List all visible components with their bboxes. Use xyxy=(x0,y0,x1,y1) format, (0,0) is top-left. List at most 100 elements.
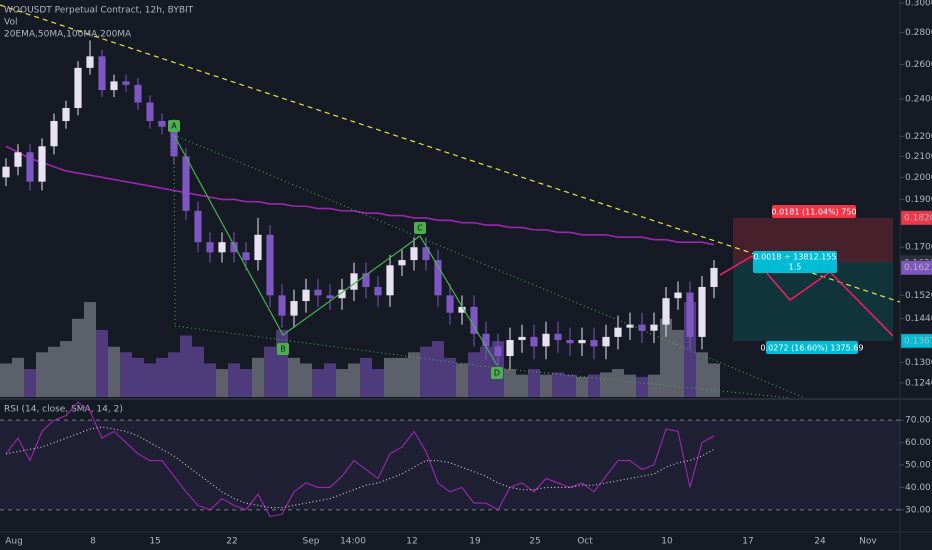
volume-bar xyxy=(636,376,648,397)
candle-body xyxy=(182,156,190,211)
volume-bar xyxy=(672,329,684,397)
volume-bar xyxy=(348,363,360,397)
volume-bar xyxy=(384,357,396,397)
volume-bar xyxy=(144,363,156,397)
volume-bar xyxy=(240,369,252,397)
candle-body xyxy=(350,273,358,290)
volume-bar xyxy=(648,374,660,397)
volume-bar xyxy=(480,346,492,397)
price-label-box xyxy=(900,210,932,226)
price-label-box xyxy=(900,333,932,349)
volume-bar xyxy=(336,369,348,397)
rsi-title: RSI (14, close, SMA, 14, 2) xyxy=(4,405,123,415)
candle-body xyxy=(698,286,706,337)
volume-bar xyxy=(432,341,444,397)
candle-layer xyxy=(2,40,718,370)
volume-bar xyxy=(84,302,96,397)
x-tick-label: Aug xyxy=(5,537,23,547)
candle-body xyxy=(422,247,430,261)
x-tick-label: 17 xyxy=(742,537,753,547)
candle-body xyxy=(374,286,382,296)
volume-bar xyxy=(312,369,324,397)
volume-bar xyxy=(264,346,276,397)
candle-body xyxy=(686,292,694,337)
candle-body xyxy=(98,56,106,91)
candle-body xyxy=(134,84,142,103)
candle-body xyxy=(290,301,298,316)
point-box xyxy=(277,343,289,355)
pattern-path xyxy=(173,134,498,366)
candle-body xyxy=(386,265,394,296)
volume-bar xyxy=(396,357,408,397)
volume-bar xyxy=(108,346,120,397)
volume-bar xyxy=(12,357,24,397)
candle-body xyxy=(338,289,346,299)
volume-bar xyxy=(660,318,672,397)
candle-body xyxy=(314,289,322,296)
volume-bar xyxy=(420,346,432,397)
volume-bar xyxy=(516,374,528,397)
target-zone xyxy=(733,262,893,341)
chart-title: WOOUSDT Perpetual Contract, 12h, BYBIT xyxy=(4,6,194,16)
candle-body xyxy=(398,260,406,266)
candle-body xyxy=(86,56,94,68)
candle-body xyxy=(146,102,154,122)
volume-legend: Vol xyxy=(4,18,17,28)
candle-body xyxy=(74,67,82,109)
candle-body xyxy=(578,340,586,344)
candle-body xyxy=(446,295,454,313)
volume-bar xyxy=(612,369,624,397)
projection-path xyxy=(719,254,894,337)
candle-body xyxy=(614,327,622,337)
point-label: A xyxy=(171,122,177,131)
price-label-box xyxy=(900,260,932,275)
candle-body xyxy=(254,234,262,261)
candle-body xyxy=(590,340,598,347)
candle-body xyxy=(530,336,538,347)
x-tick-label: 14:00 xyxy=(340,537,366,547)
x-tick-label: 12 xyxy=(406,537,417,547)
candle-body xyxy=(638,324,646,331)
rsi-band xyxy=(0,420,900,510)
rsi-line xyxy=(5,426,715,509)
candle-body xyxy=(50,121,58,147)
volume-bar xyxy=(444,357,456,397)
volume-bar xyxy=(228,363,240,397)
x-tick-label: 10 xyxy=(661,537,673,547)
candle-body xyxy=(278,295,286,316)
candle-body xyxy=(602,336,610,347)
candle-body xyxy=(62,108,70,122)
volume-bar xyxy=(204,363,216,397)
candle-body xyxy=(122,81,130,85)
volume-bar xyxy=(300,363,312,397)
volume-bar xyxy=(120,352,132,397)
candle-body xyxy=(662,298,670,325)
candle-body xyxy=(230,242,238,253)
candle-body xyxy=(554,333,562,341)
volume-bar xyxy=(504,369,516,397)
candle-body xyxy=(362,273,370,287)
candle-body xyxy=(626,324,634,328)
x-tick-label: 25 xyxy=(529,537,540,547)
volume-bar xyxy=(588,374,600,397)
candle-body xyxy=(2,166,10,178)
x-tick-label: 19 xyxy=(469,537,481,547)
point-box xyxy=(491,367,503,379)
volume-bar xyxy=(24,369,36,397)
point-label: C xyxy=(417,224,423,233)
x-tick-label: 22 xyxy=(226,537,237,547)
point-box xyxy=(414,222,426,234)
